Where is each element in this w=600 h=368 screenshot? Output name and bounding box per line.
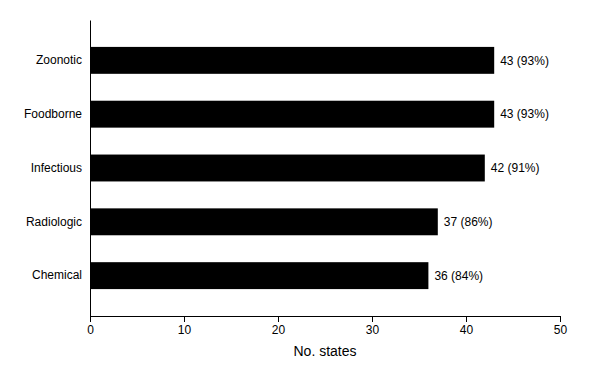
- x-tick: 50: [554, 316, 568, 337]
- x-tick: 40: [460, 316, 474, 337]
- data-label: 36 (84%): [434, 269, 483, 283]
- data-label: 37 (86%): [444, 215, 493, 229]
- data-label: 43 (93%): [500, 54, 549, 68]
- tick-label: Chemical: [32, 268, 82, 282]
- bar: [90, 262, 428, 289]
- y-tick: Radiologic: [26, 215, 82, 229]
- tick-label: 40: [460, 323, 474, 337]
- data-label: 42 (91%): [491, 161, 540, 175]
- tick-label: Foodborne: [24, 107, 82, 121]
- plot-area: 0 10 20 30 40 50 Chemical Radiologic Infectious F…: [24, 21, 568, 337]
- tick-label: 50: [554, 323, 568, 337]
- tick-mark: [90, 316, 91, 322]
- tick-label: 10: [178, 323, 192, 337]
- bar: [90, 208, 438, 235]
- chart-root: 0 10 20 30 40 50 Chemical Radiologic Infectious F…: [0, 0, 600, 368]
- x-tick: 0: [87, 316, 94, 337]
- tick-label: 30: [366, 323, 380, 337]
- data-labels: 36 (84%) 37 (86%) 42 (91%) 43 (93%) 43 (93%): [434, 54, 549, 283]
- tick-label: Infectious: [31, 161, 82, 175]
- tick-mark: [372, 316, 373, 322]
- tick-mark: [184, 316, 185, 322]
- tick-label: 0: [87, 323, 94, 337]
- bar: [90, 47, 494, 74]
- tick-label: Zoonotic: [36, 53, 82, 67]
- bar: [90, 101, 494, 128]
- x-axis: 0 10 20 30 40 50: [87, 316, 567, 337]
- y-axis: Chemical Radiologic Infectious Foodborne Zoo…: [24, 21, 91, 317]
- y-tick: Zoonotic: [36, 53, 82, 67]
- bars: [90, 47, 494, 289]
- tick-label: Radiologic: [26, 215, 82, 229]
- tick-mark: [560, 316, 561, 322]
- x-tick: 30: [366, 316, 380, 337]
- data-label: 43 (93%): [500, 107, 549, 121]
- x-tick: 20: [272, 316, 286, 337]
- x-axis-title: No. states: [293, 343, 356, 359]
- tick-mark: [278, 316, 279, 322]
- x-tick: 10: [178, 316, 192, 337]
- tick-label: 20: [272, 323, 286, 337]
- tick-mark: [466, 316, 467, 322]
- axis-line: [91, 317, 561, 323]
- y-tick: Infectious: [31, 161, 82, 175]
- y-tick: Foodborne: [24, 107, 82, 121]
- bar: [90, 155, 485, 182]
- y-tick: Chemical: [32, 268, 82, 282]
